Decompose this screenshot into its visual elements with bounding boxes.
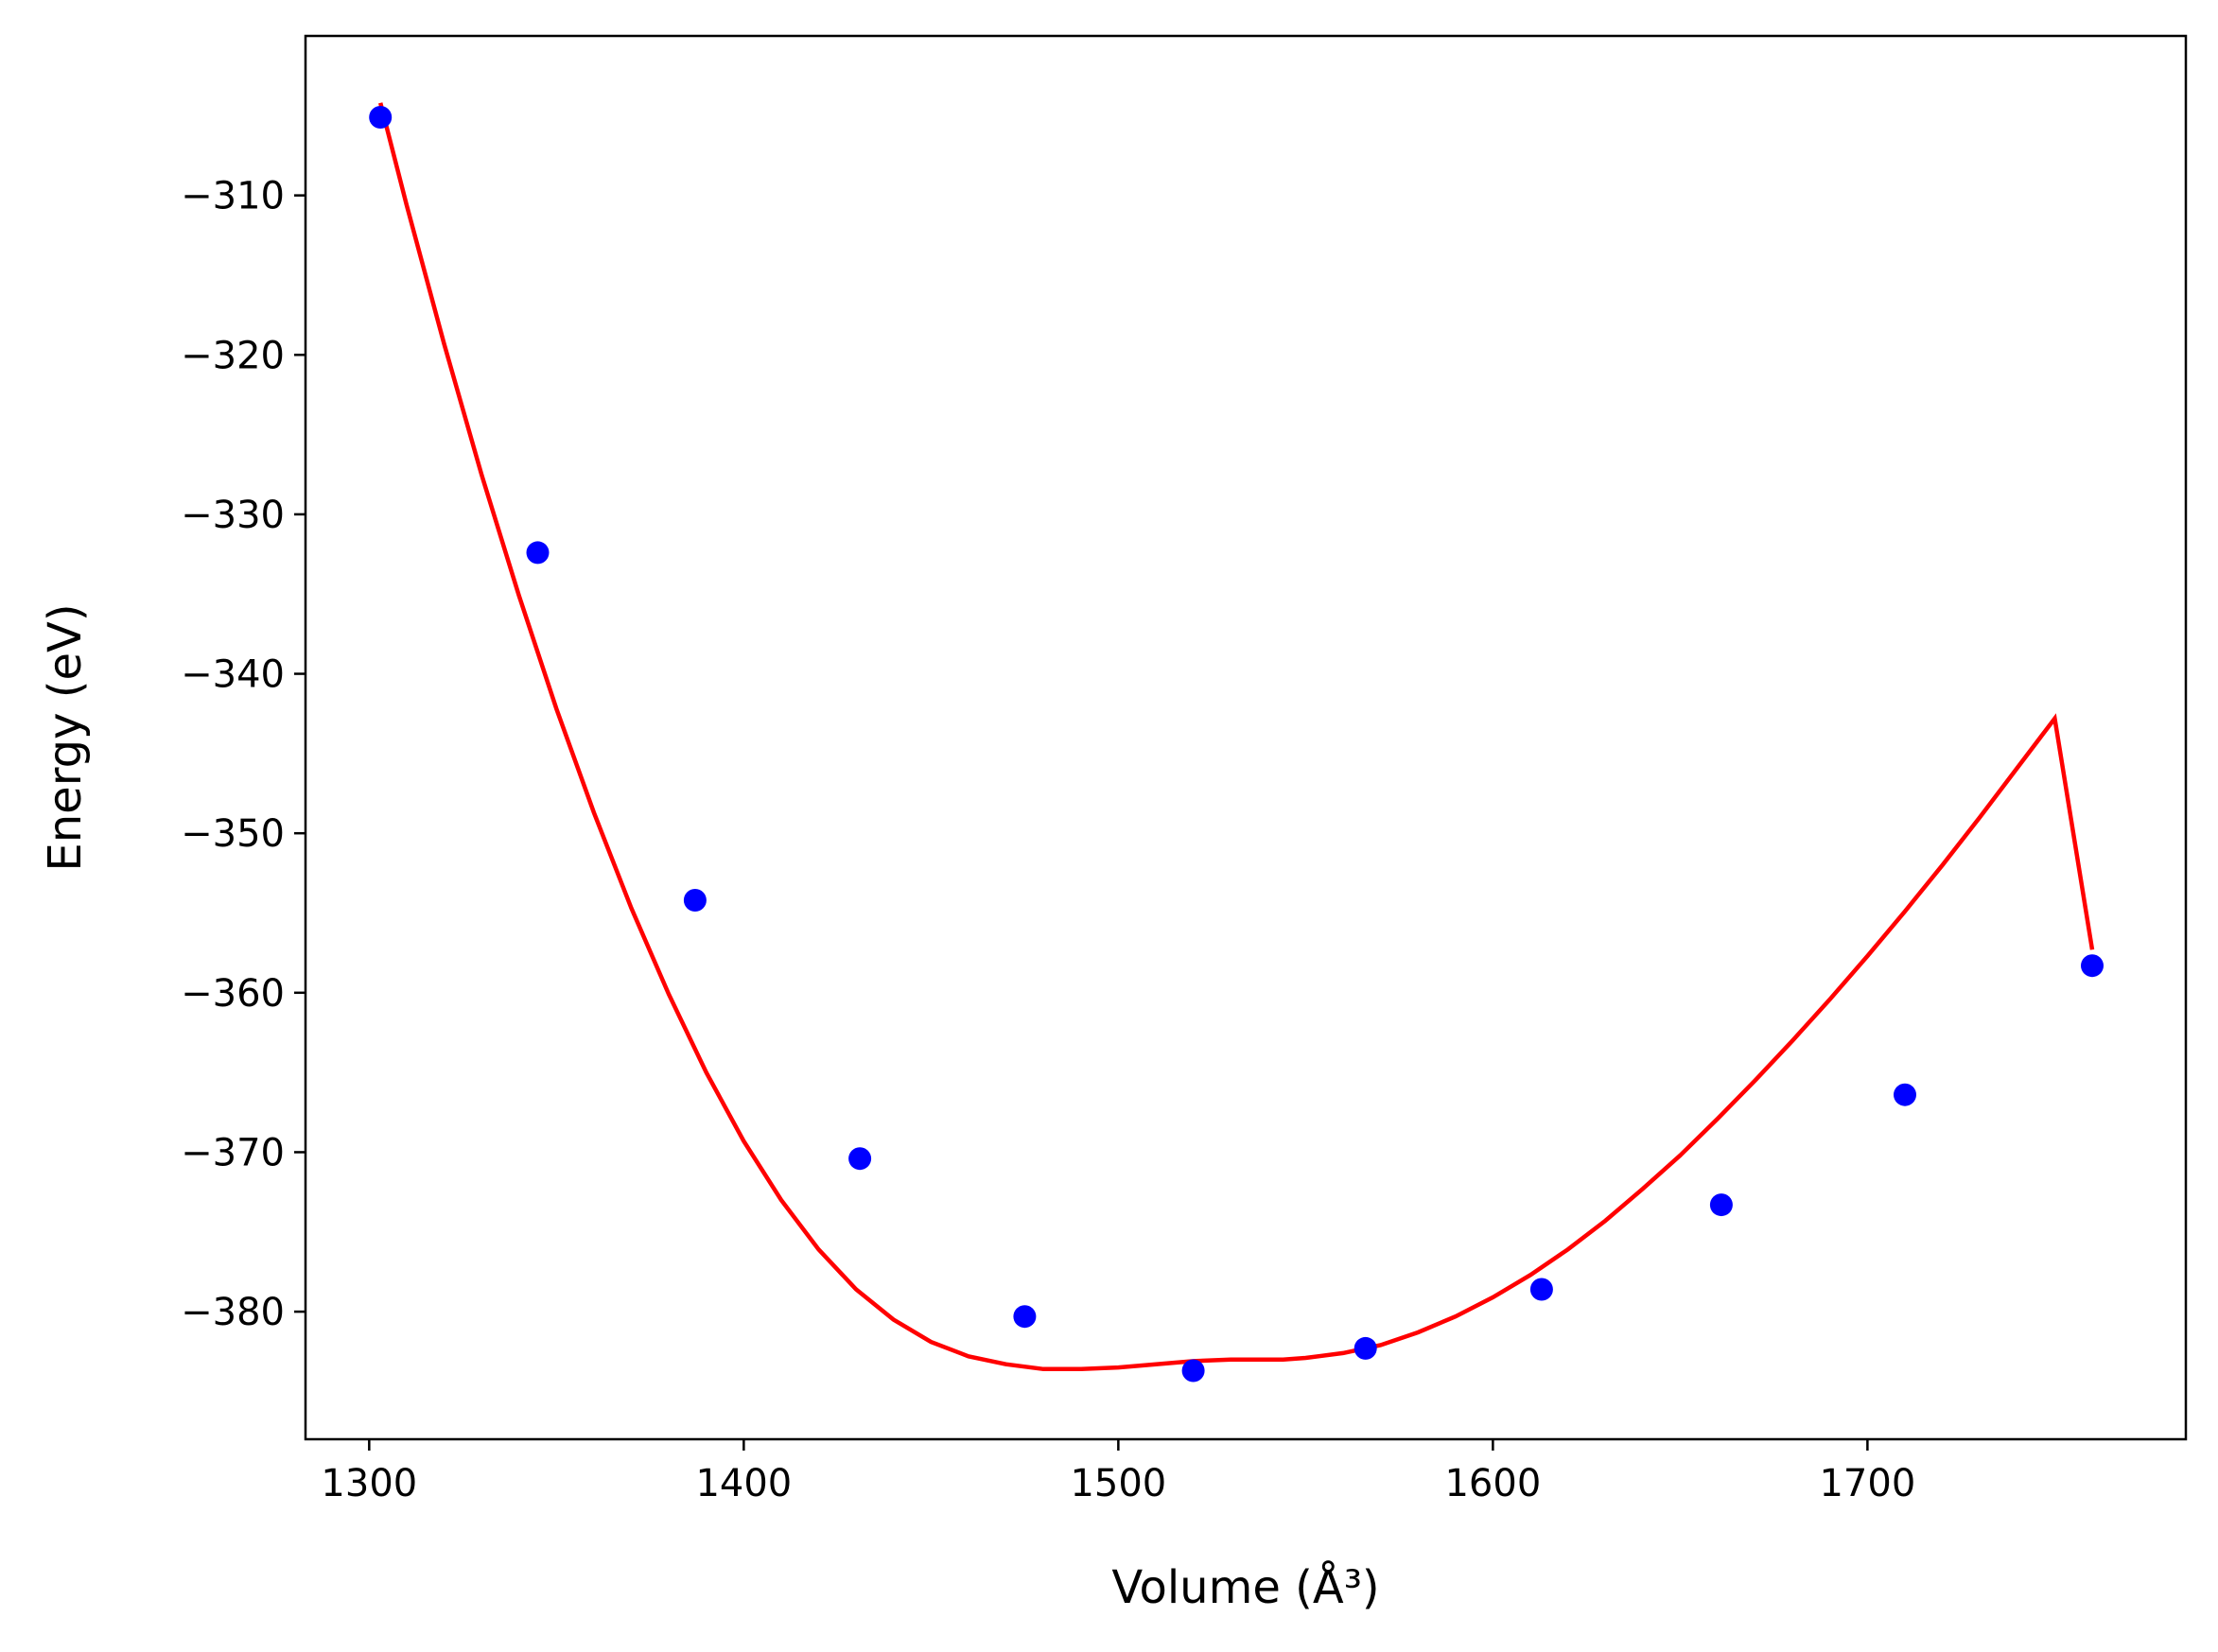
y-tick-label: −330 (181, 494, 285, 537)
y-tick-label: −340 (181, 653, 285, 697)
y-axis-ticks: −310 −320 −330 −340 −350 −360 −370 −380 (181, 175, 306, 1334)
plot-frame (304, 34, 2188, 1441)
fit-curve (378, 102, 2095, 1372)
y-axis-label: Energy (eV) (39, 603, 92, 871)
y-tick-label: −310 (181, 175, 285, 218)
data-point (1013, 1305, 1037, 1329)
x-tick-label: 1600 (1444, 1462, 1541, 1505)
data-point (526, 541, 550, 565)
data-point (848, 1147, 872, 1171)
data-point (369, 106, 393, 129)
data-point (1354, 1336, 1377, 1360)
data-point (1181, 1359, 1205, 1382)
y-tick-label: −370 (181, 1131, 285, 1174)
x-tick-label: 1300 (321, 1462, 417, 1505)
x-axis-label: Volume (Å³) (1111, 1560, 1379, 1614)
plot-marks (369, 102, 2104, 1382)
data-point (1529, 1278, 1553, 1301)
data-point (1894, 1083, 1916, 1106)
y-tick-label: −360 (181, 972, 285, 1016)
x-tick-label: 1500 (1070, 1462, 1166, 1505)
x-tick-label: 1700 (1819, 1462, 1915, 1505)
data-point (1709, 1193, 1733, 1217)
data-point (683, 889, 707, 912)
y-tick-label: −350 (181, 812, 285, 856)
x-axis-ticks: 1300 1400 1500 1600 1700 (321, 1439, 1915, 1505)
x-tick-label: 1400 (695, 1462, 792, 1505)
y-tick-label: −380 (181, 1291, 285, 1334)
y-tick-label: −320 (181, 334, 285, 377)
data-point (2081, 954, 2104, 978)
